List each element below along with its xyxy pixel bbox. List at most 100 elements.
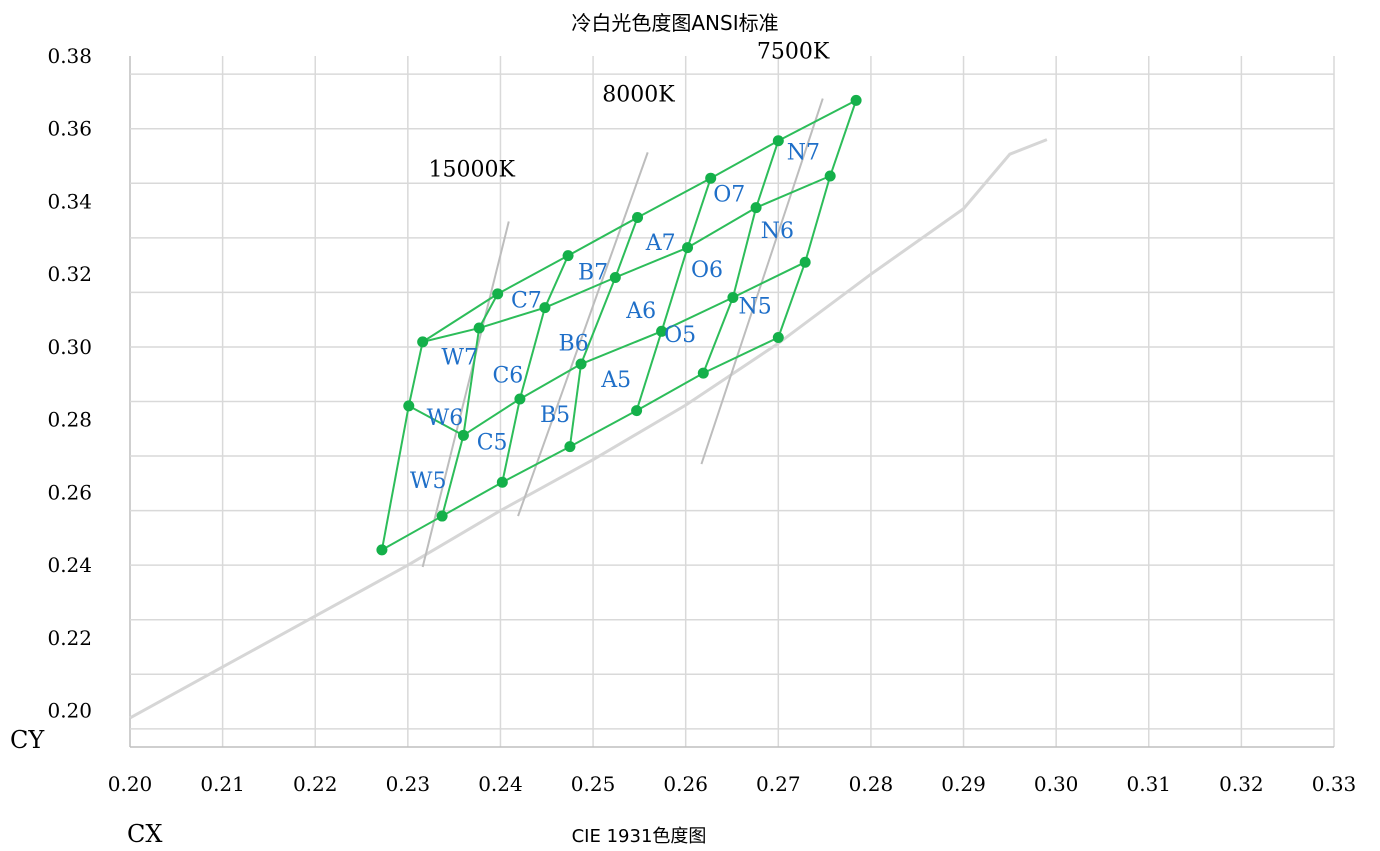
chart-title: 冷白光色度图ANSI标准: [571, 11, 778, 35]
bin-edge: [407, 341, 424, 407]
bin-corner-point: [631, 405, 643, 417]
bin-label: N5: [739, 294, 772, 319]
bin-corner-point: [514, 393, 526, 405]
planckian-locus-curve: [129, 138, 1048, 720]
cct-line: [517, 152, 649, 517]
y-tick-label: 0.30: [47, 335, 92, 359]
bin-edge: [804, 175, 832, 263]
bin-edge: [702, 297, 734, 374]
bin-edge: [441, 435, 465, 517]
y-tick-label: 0.34: [47, 189, 92, 213]
bin-edge: [687, 206, 757, 249]
bin-edge: [580, 330, 662, 365]
bin-edge: [731, 207, 758, 298]
y-tick-label: 0.36: [47, 117, 92, 141]
x-tick-label: 0.31: [1127, 772, 1172, 796]
bin-edge: [686, 177, 712, 248]
bin-edge: [710, 139, 779, 180]
bin-corner-point: [609, 271, 621, 283]
bin-corner-point: [772, 135, 784, 147]
bin-edge: [637, 177, 712, 219]
bin-corner-point: [436, 510, 448, 522]
cct-line: [421, 221, 510, 568]
bin-corner-point: [705, 172, 717, 184]
x-axis-title: CIE 1931色度图: [572, 826, 707, 847]
bin-corner-point: [376, 544, 388, 556]
bin-corner-point: [850, 94, 862, 106]
y-tick-label: 0.32: [47, 262, 92, 286]
x-axis-letter: CX: [127, 820, 162, 848]
bin-label: A6: [625, 299, 656, 324]
bin-edge: [660, 247, 689, 332]
x-tick-label: 0.32: [1219, 772, 1264, 796]
bin-edge: [380, 405, 410, 551]
bin-corner-point: [562, 250, 574, 262]
bin-label: A7: [645, 231, 676, 256]
bin-corner-point: [539, 302, 551, 314]
bin-label: B7: [578, 260, 608, 285]
bin-corner-point: [473, 322, 485, 334]
bin-corner-point: [575, 358, 587, 370]
bin-edge: [497, 254, 569, 295]
y-tick-label: 0.26: [47, 480, 92, 504]
x-tick-label: 0.26: [663, 772, 708, 796]
y-axis-letter: CY: [10, 726, 45, 754]
bin-edge: [478, 293, 499, 329]
bin-edge: [408, 404, 464, 437]
cct-line: [700, 98, 824, 465]
y-tick-label: 0.22: [47, 626, 92, 650]
cct-label: 7500K: [757, 40, 830, 65]
y-tick-label: 0.20: [47, 699, 92, 723]
bin-edge: [732, 261, 806, 299]
bin-label: B5: [540, 403, 570, 428]
x-tick-label: 0.21: [200, 772, 245, 796]
bin-corner-point: [656, 325, 668, 337]
bin-edge: [702, 336, 779, 375]
bin-corner-point: [772, 331, 784, 343]
axis-ticks: 0.20 0.21 0.22 0.23 0.24 0.25 0.26 0.27 0.28 0.29…: [47, 44, 1356, 796]
bin-corner-point: [417, 336, 429, 348]
bin-edge: [422, 293, 499, 343]
bin-label: W6: [427, 406, 464, 431]
y-tick-label: 0.24: [47, 553, 92, 577]
cct-label: 8000K: [602, 82, 675, 107]
cct-label: 15000K: [429, 157, 516, 182]
x-tick-label: 0.25: [571, 772, 616, 796]
bin-corner-point: [457, 429, 469, 441]
x-tick-label: 0.30: [1034, 772, 1079, 796]
x-tick-label: 0.22: [293, 772, 338, 796]
bin-edge: [636, 372, 704, 412]
bin-label: N6: [761, 219, 794, 244]
bin-corner-point: [564, 441, 576, 453]
bin-edge: [544, 255, 569, 309]
bin-edge: [519, 363, 582, 400]
cct-lines: 15000K 8000K 7500K: [421, 40, 830, 568]
bin-label: O6: [691, 258, 723, 283]
bin-label: W7: [441, 345, 478, 370]
bin-labels: W7 W6 W5 C7 C6 C5 B7 B6 B5 A7 A6 A5 O7 O6 O5 N7 N6 N5: [410, 140, 820, 494]
x-tick-label: 0.33: [1312, 772, 1357, 796]
bin-edge: [614, 246, 688, 279]
bin-edge: [829, 100, 858, 177]
x-tick-label: 0.24: [478, 772, 523, 796]
bin-corner-point: [496, 476, 508, 488]
bin-label: B6: [559, 332, 589, 357]
x-tick-label: 0.23: [386, 772, 431, 796]
bin-edge: [478, 306, 546, 329]
bin-label: N7: [787, 140, 820, 165]
planckian-locus: [129, 138, 1048, 720]
bin-edge: [777, 261, 807, 338]
bin-label: O7: [713, 182, 745, 207]
bin-edge: [441, 481, 503, 517]
x-tick-label: 0.27: [756, 772, 801, 796]
bin-edge: [462, 398, 521, 437]
bin-edge: [569, 409, 638, 448]
grid: [129, 56, 1335, 748]
bin-edge: [755, 175, 831, 209]
y-tick-label: 0.28: [47, 408, 92, 432]
bin-edge: [501, 398, 521, 483]
bin-edge: [580, 277, 617, 365]
bin-edge: [501, 445, 571, 484]
bin-edge: [381, 515, 443, 551]
